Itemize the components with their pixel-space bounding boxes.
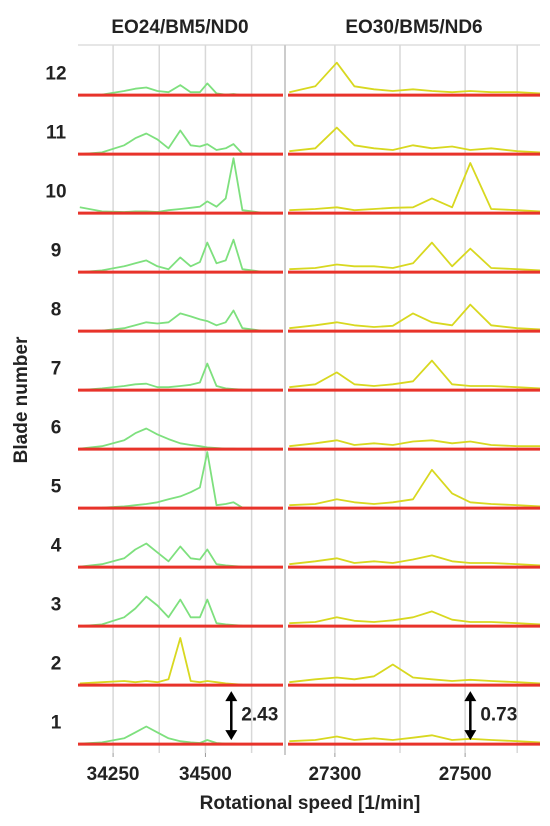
trace [79,309,280,332]
y-tick-label: 6 [51,418,62,439]
trace [289,359,541,390]
trace [289,126,541,154]
trace [289,663,541,685]
y-axis-label: Blade number [11,336,32,463]
trace [289,162,541,213]
trace [79,129,280,155]
trace [289,303,541,331]
arrow-head [225,730,238,741]
panel-title: EO30/BM5/ND6 [345,17,482,38]
x-tick-label: 34250 [87,764,140,785]
trace [289,241,541,272]
y-tick-label: 12 [45,64,66,85]
trace [79,725,280,745]
gap-label: 2.43 [241,705,278,726]
trace [79,595,280,627]
x-axis-label: Rotational speed [1/min] [200,793,421,814]
trace [289,610,541,626]
y-tick-label: 4 [51,536,62,557]
trace [79,157,280,214]
arrow-head [464,691,477,702]
trace [289,554,541,567]
trace [79,82,280,96]
gap-label: 0.73 [480,705,517,726]
trace [79,238,280,273]
x-tick-label: 27300 [308,764,361,785]
trace [289,61,541,95]
trace [289,439,540,448]
trace [79,637,280,686]
y-tick-label: 8 [51,300,62,321]
y-tick-label: 1 [51,713,62,734]
trace [289,734,541,744]
y-tick-label: 7 [51,359,62,380]
x-tick-label: 27500 [439,764,492,785]
y-tick-label: 9 [51,241,62,262]
arrow-head [464,730,477,741]
trace [79,542,280,568]
arrow-head [225,691,238,702]
y-tick-label: 5 [51,477,62,498]
trace [79,362,280,391]
x-tick-label: 34500 [179,764,232,785]
y-tick-label: 2 [51,654,62,675]
panel-title: EO24/BM5/ND0 [111,17,248,38]
trace [289,468,541,508]
y-tick-label: 11 [46,123,67,144]
trace [79,427,280,450]
y-tick-label: 3 [51,595,62,616]
trace [79,451,280,509]
y-tick-label: 10 [45,182,66,203]
